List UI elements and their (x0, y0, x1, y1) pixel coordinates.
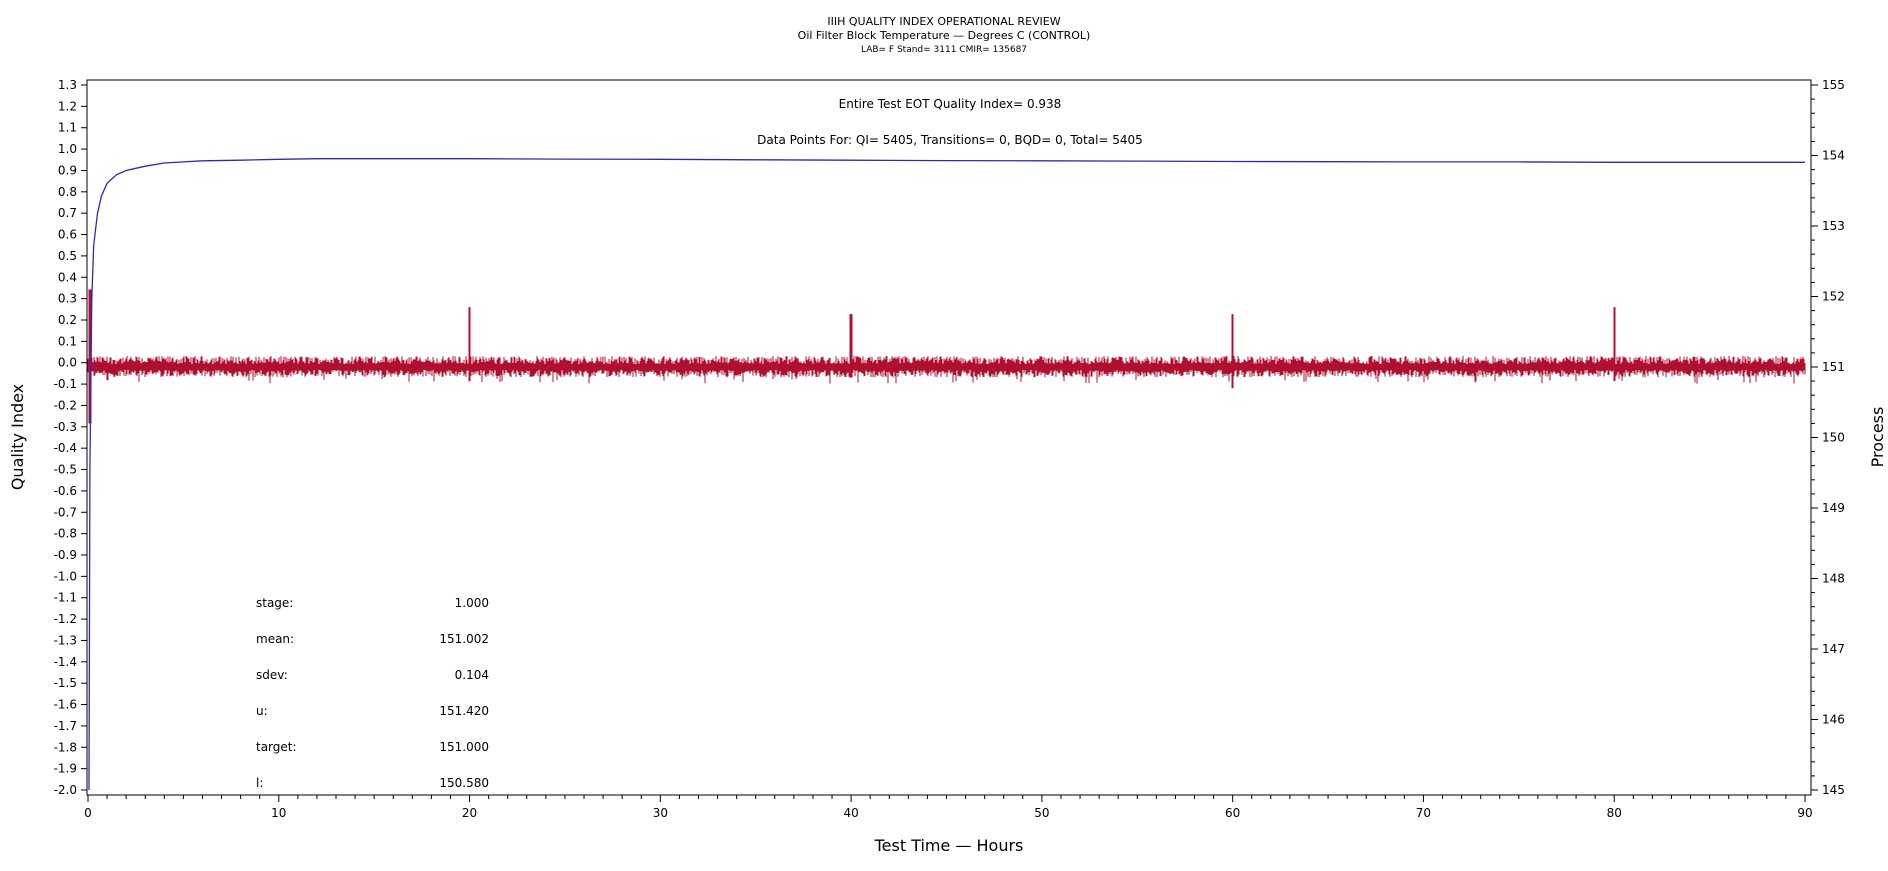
y2-tick-label: 146 (1822, 713, 1845, 727)
y-tick-label: -0.8 (54, 527, 77, 541)
stat-value: 1.000 (455, 596, 489, 610)
y-tick-label: 1.0 (58, 142, 77, 156)
plot-frame (86, 79, 1812, 796)
y2-tick-label: 148 (1822, 572, 1845, 586)
y-tick-label: 0.7 (58, 206, 77, 220)
y-tick-label: -0.1 (54, 377, 77, 391)
x-tick-label: 60 (1225, 806, 1240, 820)
y-tick-label: -0.5 (54, 463, 77, 477)
y-tick-label: -1.7 (54, 719, 77, 733)
chart-title: IIIH QUALITY INDEX OPERATIONAL REVIEW (827, 15, 1060, 28)
y2-tick-label: 151 (1822, 360, 1845, 374)
stats-block: stage: 1.000 mean: 151.002 sdev: 0.104 u: 151.4… (256, 596, 489, 790)
stat-label: sdev: (256, 668, 288, 682)
y-tick-label: 1.1 (58, 121, 77, 135)
y-tick-label: 0.3 (58, 292, 77, 306)
y-tick-label: -1.5 (54, 676, 77, 690)
stat-label: l: (256, 776, 263, 790)
y-tick-label: -0.6 (54, 484, 77, 498)
y-tick-label: -1.2 (54, 612, 77, 626)
y-tick-label: -0.9 (54, 548, 77, 562)
y2-tick-label: 145 (1822, 783, 1845, 797)
x-tick-label: 80 (1607, 806, 1622, 820)
y-tick-label: 0.4 (58, 270, 77, 284)
stat-value: 150.580 (439, 776, 489, 790)
y-tick-label: -1.6 (54, 698, 77, 712)
y-tick-label: -2.0 (54, 783, 77, 797)
y-tick-label: -0.4 (54, 441, 77, 455)
qi-annotation: Entire Test EOT Quality Index= 0.938 (839, 97, 1062, 111)
y2-tick-label: 152 (1822, 290, 1845, 304)
quality-index-series (88, 158, 1805, 791)
y-axis-label: Quality Index (8, 384, 27, 490)
x-tick-label: 20 (462, 806, 477, 820)
chart-subtitle-2: LAB= F Stand= 3111 CMIR= 135687 (861, 45, 1027, 55)
y-tick-label: 0.0 (58, 356, 77, 370)
y2-axis-label: Process (1868, 407, 1887, 468)
y2-tick-label: 150 (1822, 431, 1845, 445)
y2-tick-label: 147 (1822, 642, 1845, 656)
stat-label: stage: (256, 596, 293, 610)
y-tick-label: -1.4 (54, 655, 77, 669)
y-tick-label: 0.5 (58, 249, 77, 263)
y2-tick-label: 149 (1822, 501, 1845, 515)
y-tick-label: -1.3 (54, 633, 77, 647)
stat-value: 0.104 (455, 668, 489, 682)
x-tick-label: 30 (653, 806, 668, 820)
x-tick-label: 40 (843, 806, 858, 820)
y-tick-label: 0.6 (58, 228, 77, 242)
y-tick-label: 1.3 (58, 78, 77, 92)
process-series (87, 289, 1806, 424)
y-tick-label: 0.8 (58, 185, 77, 199)
y-tick-label: 0.2 (58, 313, 77, 327)
y-tick-label: 0.9 (58, 163, 77, 177)
y-tick-label: -1.1 (54, 591, 77, 605)
x-tick-label: 0 (84, 806, 92, 820)
y2-tick-label: 155 (1822, 78, 1845, 92)
x-tick-label: 70 (1416, 806, 1431, 820)
stat-label: u: (256, 704, 268, 718)
y-tick-label: 0.1 (58, 334, 77, 348)
x-tick-label: 50 (1034, 806, 1049, 820)
stat-label: target: (256, 740, 297, 754)
y-tick-label: -1.8 (54, 740, 77, 754)
y2-tick-label: 153 (1822, 219, 1845, 233)
series-layer (87, 158, 1806, 791)
y-tick-label: -0.2 (54, 398, 77, 412)
x-axis-label: Test Time — Hours (874, 836, 1024, 855)
y-tick-label: -1.9 (54, 762, 77, 776)
y-axis-right: 155 154 153 152 151 150 149 148 147 146 145 (1811, 78, 1845, 797)
stat-value: 151.000 (439, 740, 489, 754)
y-tick-label: 1.2 (58, 99, 77, 113)
stat-label: mean: (256, 632, 294, 646)
y2-tick-label: 154 (1822, 149, 1845, 163)
y-tick-label: -0.3 (54, 420, 77, 434)
points-annotation: Data Points For: QI= 5405, Transitions= … (757, 133, 1143, 147)
x-tick-label: 10 (271, 806, 286, 820)
chart-subtitle: Oil Filter Block Temperature — Degrees C… (798, 29, 1091, 42)
stat-value: 151.420 (439, 704, 489, 718)
stat-value: 151.002 (439, 632, 489, 646)
y-axis-left: 1.3 1.2 1.1 1.0 0.9 0.8 0.7 0.6 0.5 0.4 0.3 0.2 0.1 0… (54, 78, 87, 797)
y-tick-label: -0.7 (54, 505, 77, 519)
x-axis: 0 10 20 30 40 50 60 70 80 90 (84, 795, 1813, 820)
y-tick-label: -1.0 (54, 569, 77, 583)
x-tick-label: 90 (1797, 806, 1812, 820)
